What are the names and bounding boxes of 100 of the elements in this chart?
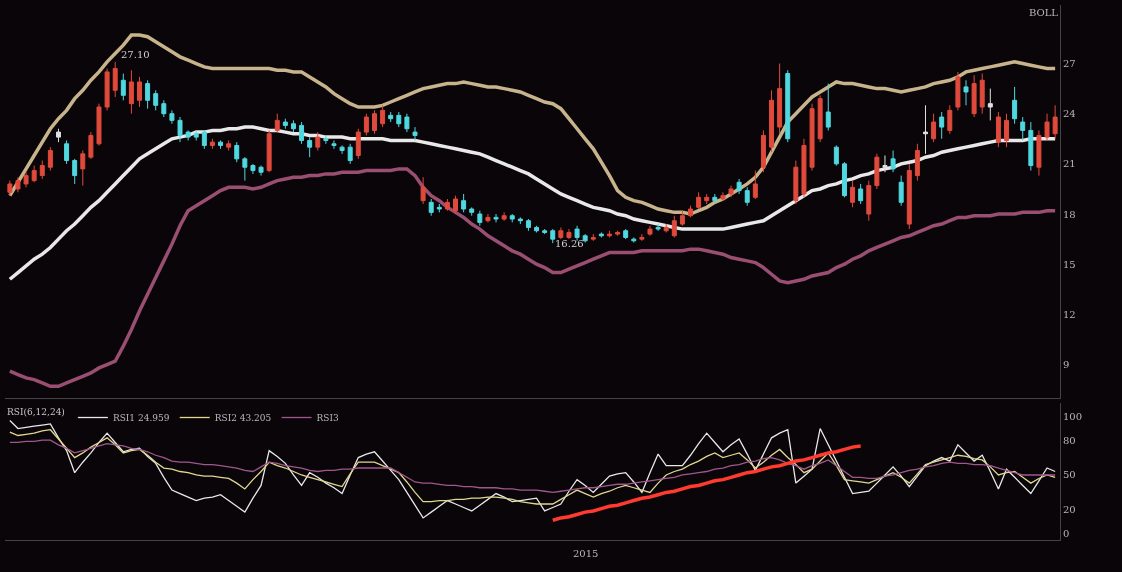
candlestick — [266, 129, 272, 173]
candlestick — [825, 83, 831, 131]
candlestick — [582, 233, 588, 243]
candlestick — [890, 149, 896, 173]
candlestick — [631, 236, 637, 243]
candlestick — [274, 113, 280, 133]
candlestick — [534, 225, 540, 233]
candlestick — [841, 161, 847, 198]
candlestick — [769, 89, 775, 153]
candlestick — [1028, 121, 1034, 172]
candlestick — [477, 210, 483, 227]
candlestick — [850, 180, 856, 208]
candlestick — [145, 79, 151, 110]
candlestick — [501, 211, 507, 222]
candlestick — [307, 136, 313, 158]
candlestick — [64, 139, 70, 165]
candlestick — [663, 223, 669, 233]
candlestick — [760, 129, 766, 173]
candlestick — [209, 138, 215, 150]
candlestick — [517, 216, 523, 225]
candlestick — [80, 149, 86, 187]
candlestick — [485, 213, 491, 223]
candlestick — [96, 103, 102, 146]
candlestick — [1036, 129, 1042, 177]
candlestick — [1012, 86, 1018, 125]
candlestick — [444, 198, 450, 212]
candlestick — [736, 178, 742, 195]
candlestick — [955, 71, 961, 111]
candlestick — [558, 226, 564, 240]
candlestick — [906, 163, 912, 230]
line-series — [9, 419, 1056, 519]
candlestick — [623, 228, 629, 240]
candlestick — [185, 129, 191, 141]
candlestick — [979, 73, 985, 115]
candlestick — [193, 129, 199, 141]
candlestick — [469, 206, 475, 217]
candlestick — [688, 205, 693, 218]
candlestick — [363, 113, 369, 136]
candlestick — [47, 146, 53, 172]
candlestick — [55, 128, 61, 143]
candlestick — [380, 104, 386, 128]
candlestick — [31, 165, 37, 183]
candlestick — [299, 121, 305, 145]
candlestick — [258, 165, 264, 177]
y-tick-label: 27 — [1063, 58, 1076, 70]
y-tick-label: 80 — [1063, 434, 1076, 446]
legend-label: RSI1 24.959 — [112, 413, 170, 424]
candlestick — [1052, 104, 1058, 140]
candlestick — [112, 61, 118, 98]
candlestick — [931, 113, 937, 143]
annotation: 27.10 — [121, 49, 150, 60]
candlestick — [315, 131, 321, 151]
candlestick — [1004, 113, 1010, 148]
candlestick — [525, 218, 531, 232]
candlestick — [744, 186, 750, 207]
candlestick — [412, 126, 418, 141]
candlestick — [201, 129, 207, 150]
candlestick — [671, 215, 677, 238]
candlestick — [1020, 116, 1026, 141]
candlestick — [590, 233, 596, 242]
candlestick — [339, 144, 345, 155]
candlestick — [647, 225, 653, 237]
candlestick — [939, 111, 945, 140]
candlestick — [598, 231, 604, 238]
candlestick — [752, 170, 758, 200]
candlestick — [282, 118, 288, 130]
candlestick — [15, 176, 21, 193]
line-series — [8, 33, 1057, 216]
candlestick — [971, 74, 977, 118]
candlestick — [655, 223, 661, 232]
candlestick — [372, 109, 377, 135]
candlestick — [388, 111, 394, 123]
candlestick — [615, 230, 621, 237]
candlestick — [177, 116, 183, 143]
candlestick — [23, 171, 29, 188]
text: 2015 — [573, 548, 599, 559]
candlestick — [347, 143, 353, 165]
candlestick — [331, 139, 337, 150]
y-tick-label: 0 — [1063, 527, 1070, 539]
candlestick — [947, 104, 953, 135]
legend-label: RSI3 — [316, 413, 340, 424]
candlestick — [995, 111, 1001, 148]
candlestick — [323, 134, 329, 145]
candlestick — [7, 180, 13, 197]
y-tick-label: 12 — [1063, 308, 1076, 320]
candlestick — [242, 156, 248, 182]
y-tick-label: 100 — [1063, 411, 1083, 423]
y-tick-label: 20 — [1063, 504, 1076, 516]
candlestick — [696, 191, 702, 210]
candlestick — [404, 113, 410, 133]
candlestick — [574, 225, 580, 242]
candlestick — [801, 138, 807, 198]
candlestick — [817, 94, 823, 143]
candlestick — [493, 213, 499, 223]
candlestick — [290, 119, 296, 133]
line-series — [9, 439, 1056, 494]
candlestick — [104, 68, 110, 111]
candlestick — [679, 210, 685, 227]
y-tick-label: 9 — [1063, 359, 1070, 371]
candlestick — [785, 69, 791, 143]
